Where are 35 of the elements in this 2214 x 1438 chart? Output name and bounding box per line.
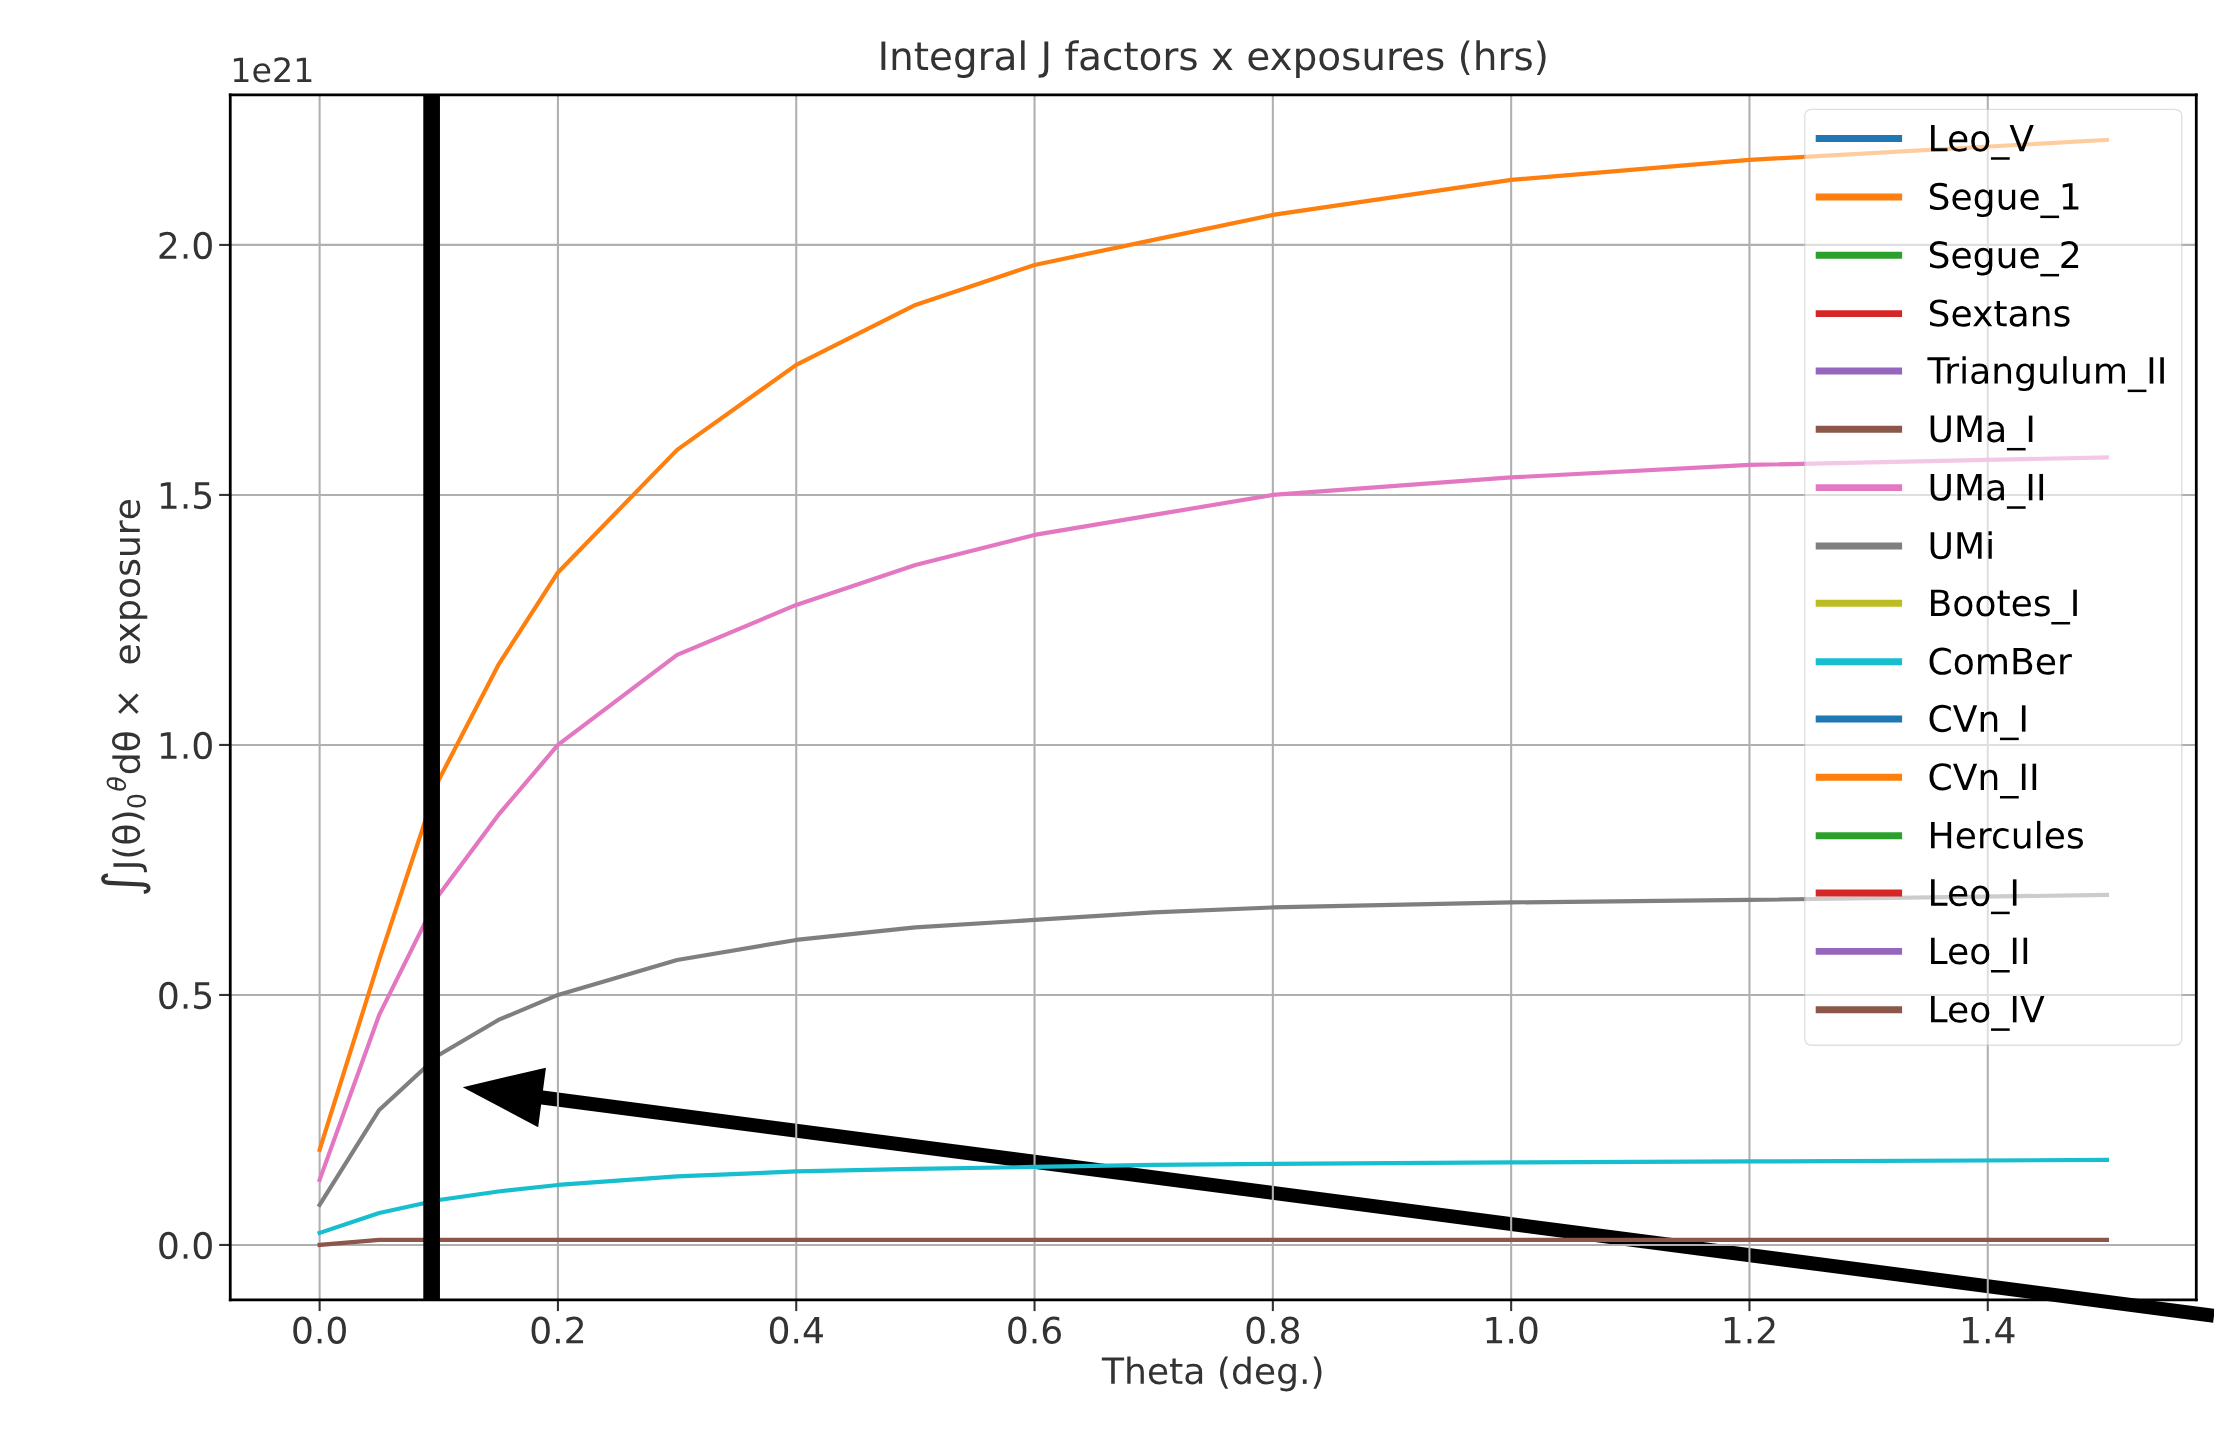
legend-label: Segue_1 xyxy=(1929,182,2079,219)
legend-label: Leo_I xyxy=(1931,879,2017,915)
x-tick-label: 0.4 xyxy=(769,1316,823,1344)
x-tick-label: 0.8 xyxy=(1246,1316,1300,1344)
text: 1e21 xyxy=(233,57,312,83)
y-tick-label: 0.5 xyxy=(159,981,212,1010)
legend-label: CVn_I xyxy=(1929,704,2026,741)
line-series xyxy=(317,455,2110,1183)
y-tick-label: 1.0 xyxy=(160,731,212,760)
x-tick-label: 1.2 xyxy=(1724,1316,1775,1344)
legend-label: UMi xyxy=(1930,531,1992,560)
y-tick-label: 2.0 xyxy=(159,231,212,260)
x-axis-title: Theta (deg.) xyxy=(1101,1356,1322,1392)
y-axis-title: ∫J(θ)$_{0}$$^{θ}$dθ × exposure xyxy=(101,500,151,895)
legend-label: UMa_I xyxy=(1930,415,2033,451)
legend-label: Segue_2 xyxy=(1929,241,2079,277)
chart-title: Integral J factors x exposures (hrs) xyxy=(881,40,1546,78)
y-tick-label: 0.0 xyxy=(159,1231,212,1260)
legend-label: UMa_II xyxy=(1930,473,2044,509)
x-tick-label: 0.0 xyxy=(293,1316,346,1344)
x-tick-label: 1.0 xyxy=(1486,1316,1538,1344)
legend-label: Leo_II xyxy=(1931,937,2028,973)
legend-label: Triangulum_II xyxy=(1927,356,2164,393)
legend-label: Sextans xyxy=(1929,299,2070,327)
line-series xyxy=(317,1157,2110,1236)
legend-label: Leo_IV xyxy=(1931,996,2045,1031)
legend-label: CVn_II xyxy=(1929,763,2037,799)
y-tick-label: 1.5 xyxy=(160,482,212,510)
legend-label: Leo_V xyxy=(1931,124,2034,160)
x-tick-label: 0.6 xyxy=(1008,1316,1061,1344)
legend-label: Hercules xyxy=(1931,820,2083,849)
x-tick-label: 1.4 xyxy=(1963,1317,2015,1344)
x-tick-label: 0.2 xyxy=(531,1316,584,1344)
legend-label: Bootes_I xyxy=(1931,589,2077,625)
legend-label: ComBer xyxy=(1929,647,2072,675)
